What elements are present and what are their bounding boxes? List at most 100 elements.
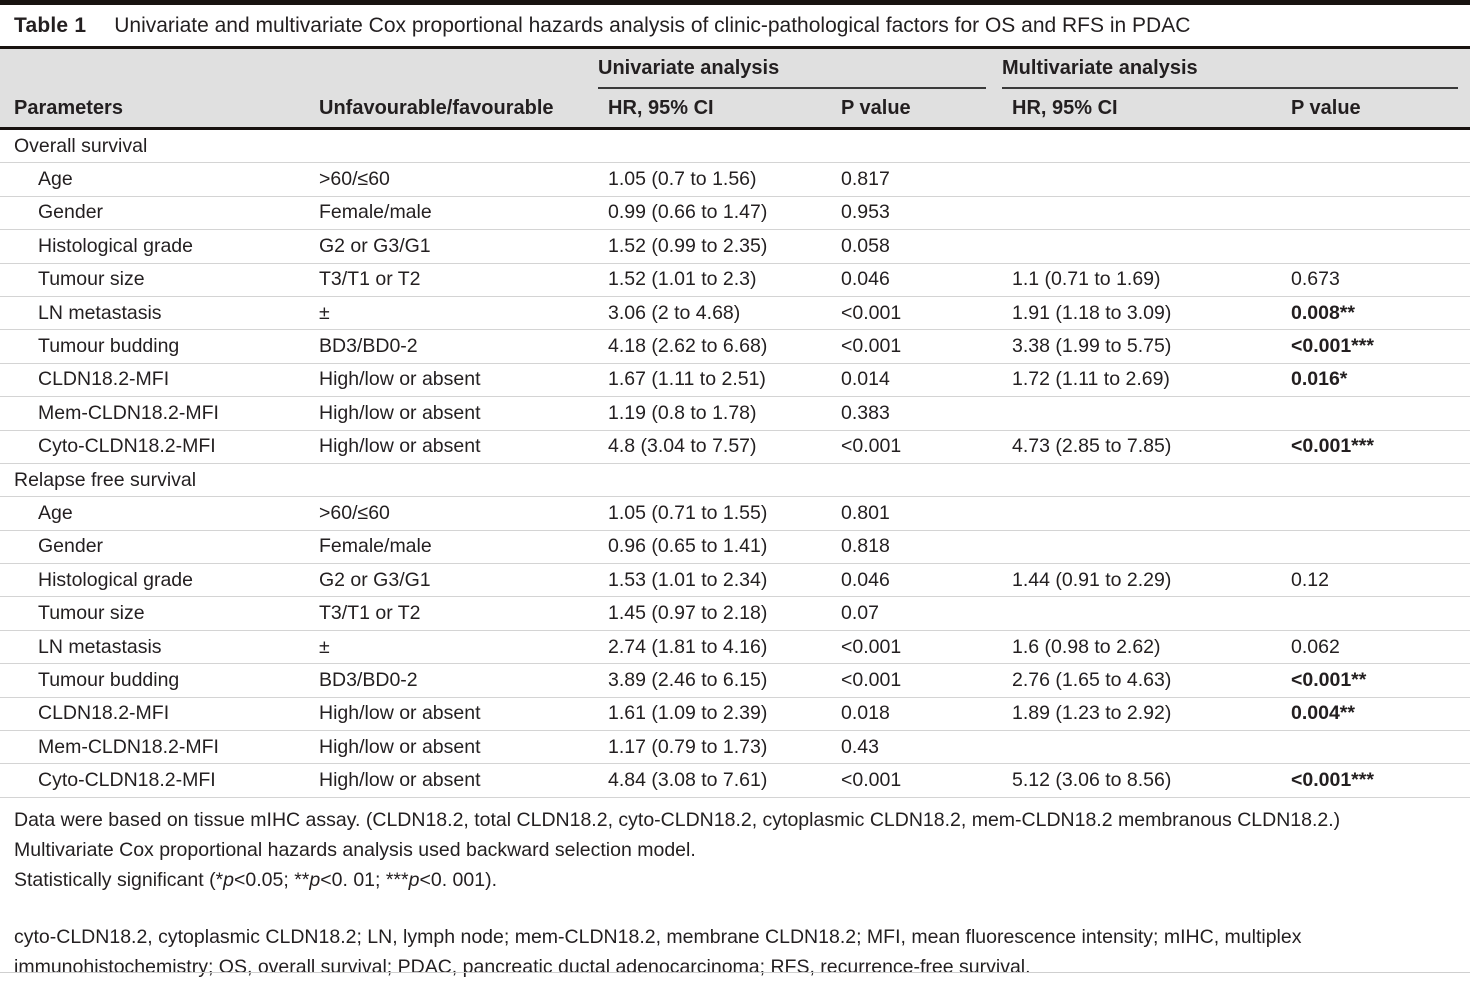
cell-uni-hr: 0.99 (0.66 to 1.47) — [608, 201, 768, 224]
cell-comparison: T3/T1 or T2 — [319, 602, 421, 625]
cell-uni-hr: 1.52 (1.01 to 2.3) — [608, 268, 757, 291]
cell-uni-hr: 2.74 (1.81 to 4.16) — [608, 635, 768, 658]
cell-comparison: High/low or absent — [319, 368, 481, 391]
significance-note-segment: <0. 001). — [419, 868, 497, 891]
cell-comparison: ± — [319, 635, 330, 658]
cell-parameter: LN metastasis — [38, 301, 162, 324]
table-caption: Univariate and multivariate Cox proporti… — [114, 13, 1191, 37]
cell-uni-p: 0.383 — [841, 401, 890, 424]
cell-comparison: G2 or G3/G1 — [319, 568, 431, 591]
significance-note-segment: <0.05; ** — [234, 868, 310, 891]
cell-uni-p: 0.953 — [841, 201, 890, 224]
cell-parameter: Tumour size — [38, 602, 145, 625]
cell-multi-p: 0.008** — [1291, 301, 1355, 324]
cell-parameter: Mem-CLDN18.2-MFI — [38, 735, 219, 758]
cell-multi-p: 0.004** — [1291, 702, 1355, 725]
cell-parameter: Cyto-CLDN18.2-MFI — [38, 769, 216, 792]
table-row: Cyto-CLDN18.2-MFI High/low or absent 4.8… — [0, 431, 1470, 464]
cell-multi-p: <0.001*** — [1291, 335, 1374, 358]
table-row: Tumour budding BD3/BD0-2 4.18 (2.62 to 6… — [0, 330, 1470, 364]
table-row: Histological grade G2 or G3/G1 1.52 (0.9… — [0, 230, 1470, 264]
significance-note-segment: p — [309, 868, 321, 891]
cell-parameter: Histological grade — [38, 568, 194, 591]
table-row: Age >60/≤60 1.05 (0.71 to 1.55) 0.801 — [0, 497, 1470, 531]
cell-multi-p: <0.001*** — [1291, 769, 1374, 792]
column-header-uni-pvalue: P value — [841, 96, 911, 119]
cell-comparison: Female/male — [319, 535, 432, 558]
cell-multi-hr: 4.73 (2.85 to 7.85) — [1012, 435, 1172, 458]
cell-parameter: LN metastasis — [38, 635, 162, 658]
cell-multi-p: <0.001*** — [1291, 435, 1374, 458]
cell-uni-hr: 3.89 (2.46 to 6.15) — [608, 668, 768, 691]
cell-comparison: >60/≤60 — [319, 168, 390, 191]
cell-uni-hr: 1.05 (0.7 to 1.56) — [608, 168, 757, 191]
cell-parameter: Gender — [38, 535, 104, 558]
cell-multi-hr: 1.72 (1.11 to 2.69) — [1012, 368, 1170, 391]
section-header-label: Relapse free survival — [14, 468, 197, 491]
cell-uni-hr: 0.96 (0.65 to 1.41) — [608, 535, 768, 558]
cell-uni-hr: 1.67 (1.11 to 2.51) — [608, 368, 766, 391]
cell-multi-hr: 1.91 (1.18 to 3.09) — [1012, 301, 1172, 324]
cell-uni-hr: 3.06 (2 to 4.68) — [608, 301, 741, 324]
cell-uni-hr: 4.84 (3.08 to 7.61) — [608, 769, 768, 792]
cell-uni-hr: 1.05 (0.71 to 1.55) — [608, 501, 768, 524]
cell-uni-p: <0.001 — [841, 769, 902, 792]
cell-parameter: Mem-CLDN18.2-MFI — [38, 401, 219, 424]
table-row: CLDN18.2-MFI High/low or absent 1.61 (1.… — [0, 698, 1470, 732]
cell-multi-hr: 2.76 (1.65 to 4.63) — [1012, 668, 1172, 691]
cell-uni-p: 0.817 — [841, 168, 890, 191]
cell-parameter: Age — [38, 168, 73, 191]
table-row: Age >60/≤60 1.05 (0.7 to 1.56) 0.817 — [0, 163, 1470, 197]
table-row: LN metastasis ± 3.06 (2 to 4.68) <0.001 … — [0, 297, 1470, 331]
table-row: Gender Female/male 0.99 (0.66 to 1.47) 0… — [0, 197, 1470, 231]
cell-parameter: Gender — [38, 201, 104, 224]
cell-uni-p: <0.001 — [841, 335, 902, 358]
cell-parameter: Histological grade — [38, 234, 194, 257]
cell-multi-p: 0.016* — [1291, 368, 1348, 391]
table-number: Table 1 — [14, 13, 87, 37]
table-row: LN metastasis ± 2.74 (1.81 to 4.16) <0.0… — [0, 631, 1470, 665]
cell-comparison: T3/T1 or T2 — [319, 268, 421, 291]
cell-uni-p: <0.001 — [841, 668, 902, 691]
table-row: Tumour size T3/T1 or T2 1.45 (0.97 to 2.… — [0, 597, 1470, 631]
cell-parameter: Tumour budding — [38, 335, 180, 358]
cell-multi-hr: 1.6 (0.98 to 2.62) — [1012, 635, 1161, 658]
cell-parameter: CLDN18.2-MFI — [38, 368, 170, 391]
column-header-multi-hr: HR, 95% CI — [1012, 96, 1118, 119]
table-row: Tumour size T3/T1 or T2 1.52 (1.01 to 2.… — [0, 264, 1470, 297]
table-row: Histological grade G2 or G3/G1 1.53 (1.0… — [0, 564, 1470, 598]
cell-uni-hr: 1.19 (0.8 to 1.78) — [608, 401, 757, 424]
table-row: CLDN18.2-MFI High/low or absent 1.67 (1.… — [0, 364, 1470, 398]
cell-parameter: CLDN18.2-MFI — [38, 702, 170, 725]
cell-uni-p: 0.014 — [841, 368, 890, 391]
table-footnotes: Data were based on tissue mIHC assay. (C… — [0, 798, 1470, 978]
cell-multi-hr: 1.44 (0.91 to 2.29) — [1012, 568, 1172, 591]
cell-parameter: Tumour size — [38, 268, 145, 291]
cell-uni-hr: 1.17 (0.79 to 1.73) — [608, 735, 768, 758]
column-header-multi-pvalue: P value — [1291, 96, 1361, 119]
column-header-row: Parameters Unfavourable/favourable HR, 9… — [0, 89, 1470, 127]
cell-uni-p: 0.046 — [841, 568, 890, 591]
cell-comparison: G2 or G3/G1 — [319, 234, 431, 257]
univariate-group-header: Univariate analysis — [598, 57, 986, 89]
bottom-rule — [0, 971, 1470, 973]
cell-uni-p: <0.001 — [841, 301, 902, 324]
section-header-row: Overall survival — [0, 130, 1470, 164]
section-header-label: Overall survival — [14, 134, 148, 157]
cell-uni-hr: 4.8 (3.04 to 7.57) — [608, 435, 757, 458]
cell-multi-hr: 1.1 (0.71 to 1.69) — [1012, 268, 1161, 291]
cell-comparison: ± — [319, 301, 330, 324]
cell-multi-p: 0.673 — [1291, 268, 1340, 291]
cell-multi-p: 0.12 — [1291, 568, 1329, 591]
column-header-uni-hr: HR, 95% CI — [608, 96, 714, 119]
cell-multi-hr: 5.12 (3.06 to 8.56) — [1012, 769, 1172, 792]
significance-note-segment: p — [408, 868, 420, 891]
table-row: Cyto-CLDN18.2-MFI High/low or absent 4.8… — [0, 764, 1470, 798]
cell-uni-p: 0.07 — [841, 602, 879, 625]
cell-multi-hr: 1.89 (1.23 to 2.92) — [1012, 702, 1172, 725]
column-header-parameters: Parameters — [14, 96, 123, 119]
cell-uni-hr: 1.61 (1.09 to 2.39) — [608, 702, 768, 725]
cell-comparison: High/low or absent — [319, 769, 481, 792]
table-row: Mem-CLDN18.2-MFI High/low or absent 1.19… — [0, 397, 1470, 431]
